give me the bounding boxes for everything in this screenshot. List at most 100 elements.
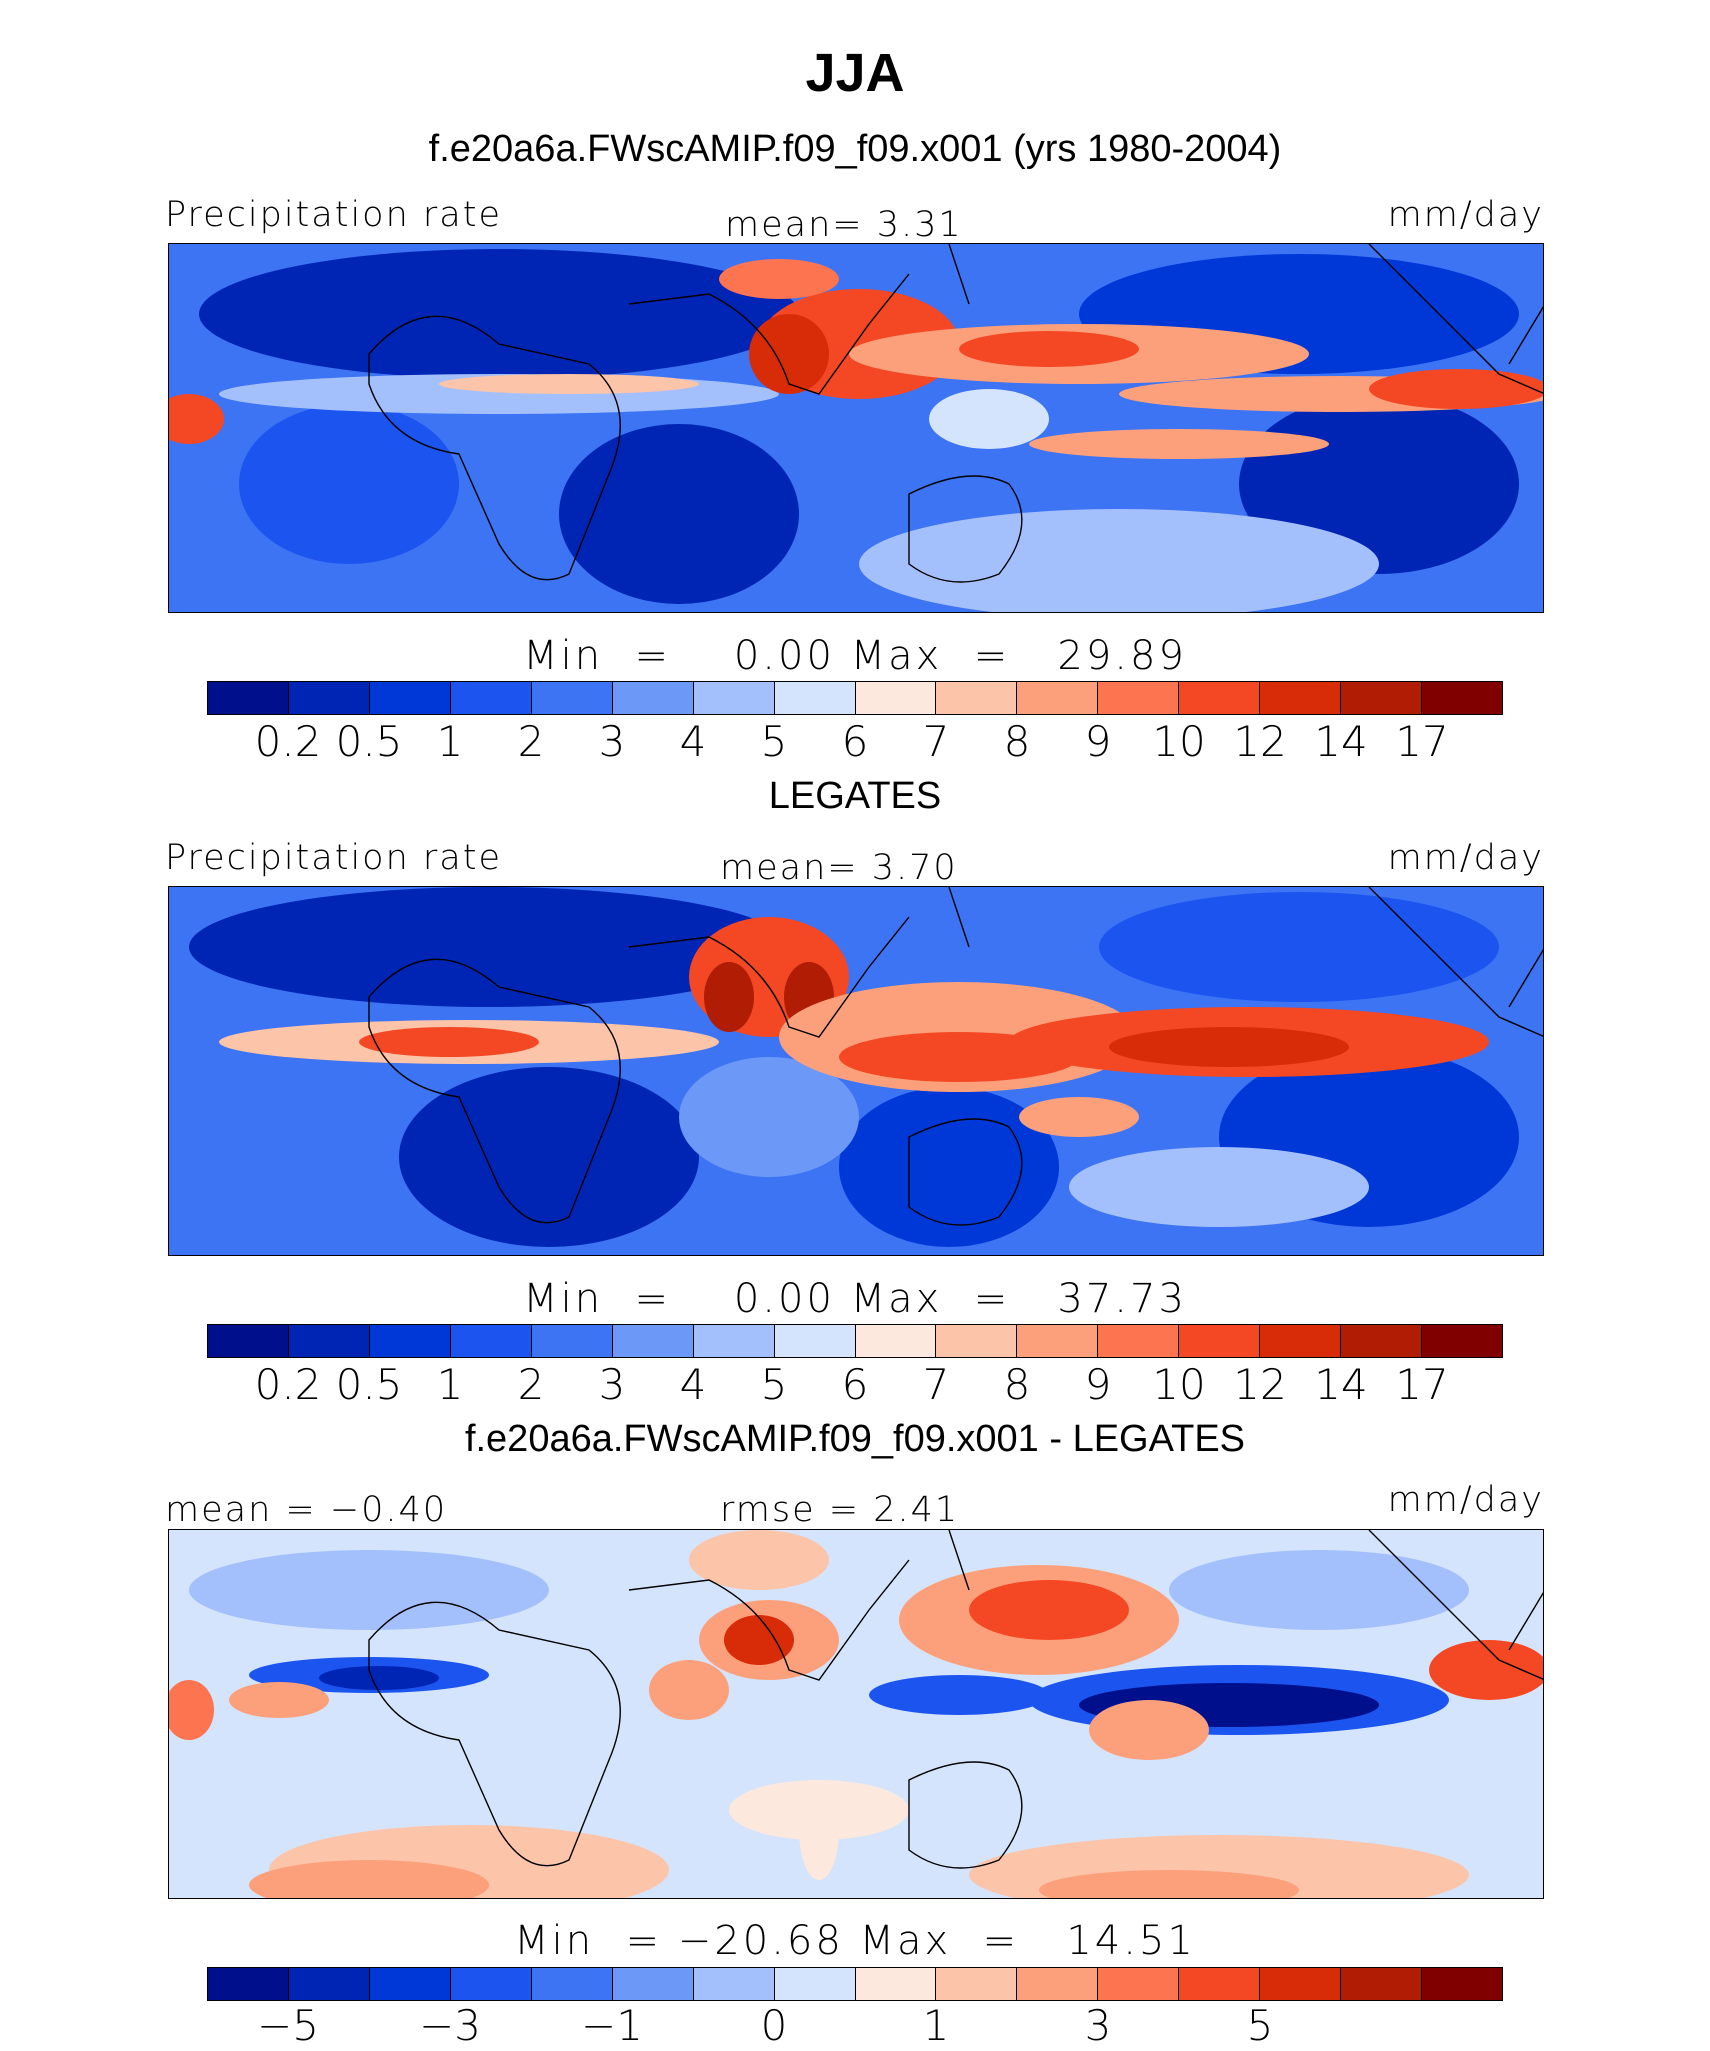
colorbar-3-bin (288, 1968, 370, 2000)
colorbar-3-bin (1341, 1968, 1423, 2000)
colorbar-2-bin (1260, 1325, 1342, 1357)
colorbar-tick-label: 17 (1395, 717, 1449, 766)
panel3-map (168, 1529, 1544, 1899)
colorbar-tick-label: 0.5 (335, 717, 403, 766)
colorbar-1-bin (612, 682, 694, 714)
colorbar-tick-label: 0.2 (254, 1360, 322, 1409)
colorbar-tick-label: 1 (436, 717, 464, 766)
colorbar-2-ticks: 0.2 0.5 1 2 3 4 5 6 7 8 9 10 12 14 17 (207, 1360, 1503, 1410)
panel2-map (168, 886, 1544, 1256)
colorbar-3-bin (1422, 1968, 1502, 2000)
colorbar-tick-label: 9 (1084, 1360, 1112, 1409)
colorbar-3-bin (1098, 1968, 1180, 2000)
colorbar-tick-label: 6 (841, 1360, 869, 1409)
colorbar-3-bin (855, 1968, 937, 2000)
colorbar-tick-label: 1 (922, 2001, 950, 2050)
colorbar-3 (207, 1967, 1503, 2001)
colorbar-tick-label: 5 (1246, 2001, 1274, 2050)
colorbar-3-bin (450, 1968, 532, 2000)
colorbar-1-bin (693, 682, 775, 714)
colorbar-3-bin (774, 1968, 856, 2000)
colorbar-tick-label: 0.2 (254, 717, 322, 766)
colorbar-tick-label: 3 (1084, 2001, 1112, 2050)
colorbar-3-ticks: −5 −3 −1 0 1 3 5 (207, 2001, 1503, 2051)
colorbar-1-bin (1098, 682, 1180, 714)
colorbar-3-bin (612, 1968, 694, 2000)
colorbar-tick-label: 17 (1395, 1360, 1449, 1409)
panel3-units-label: mm/day (1387, 1480, 1544, 1520)
colorbar-tick-label: −3 (419, 2001, 481, 2050)
colorbar-2-bin (369, 1325, 451, 1357)
colorbar-3-bin (1260, 1968, 1342, 2000)
colorbar-tick-label: 8 (1003, 717, 1031, 766)
colorbar-tick-label: 3 (598, 717, 626, 766)
colorbar-tick-label: 6 (841, 717, 869, 766)
panel2-title: LEGATES (768, 775, 942, 817)
colorbar-tick-label: 0.5 (335, 1360, 403, 1409)
colorbar-2 (207, 1324, 1503, 1358)
colorbar-3-bin (369, 1968, 451, 2000)
colorbar-3-bin (1017, 1968, 1099, 2000)
colorbar-tick-label: 10 (1152, 1360, 1206, 1409)
colorbar-tick-label: 10 (1152, 717, 1206, 766)
panel2-variable-label: Precipitation rate (165, 838, 502, 878)
colorbar-3-bin (531, 1968, 613, 2000)
panel1-map (168, 243, 1544, 613)
colorbar-2-bin (1179, 1325, 1261, 1357)
colorbar-tick-label: 5 (760, 1360, 788, 1409)
colorbar-tick-label: 12 (1233, 717, 1287, 766)
colorbar-1-bin (1341, 682, 1423, 714)
panel2-minmax: Min = 0.00 Max = 37.73 (523, 1276, 1187, 1322)
colorbar-3-bin (693, 1968, 775, 2000)
colorbar-tick-label: 4 (679, 717, 707, 766)
panel3-minmax: Min = −20.68 Max = 14.51 (514, 1918, 1196, 1964)
colorbar-1-ticks: 0.2 0.5 1 2 3 4 5 6 7 8 9 10 12 14 17 (207, 717, 1503, 767)
colorbar-2-bin (1422, 1325, 1502, 1357)
colorbar-tick-label: 7 (922, 1360, 950, 1409)
colorbar-2-bin (936, 1325, 1018, 1357)
colorbar-1-bin (1260, 682, 1342, 714)
colorbar-tick-label: 7 (922, 717, 950, 766)
colorbar-tick-label: 3 (598, 1360, 626, 1409)
colorbar-1-bin (1179, 682, 1261, 714)
colorbar-2-bin (208, 1325, 289, 1357)
colorbar-tick-label: 8 (1003, 1360, 1031, 1409)
colorbar-2-bin (288, 1325, 370, 1357)
colorbar-tick-label: 4 (679, 1360, 707, 1409)
colorbar-1-bin (855, 682, 937, 714)
colorbar-3-bin (1179, 1968, 1261, 2000)
panel1-variable-label: Precipitation rate (165, 195, 502, 235)
colorbar-tick-label: −1 (581, 2001, 643, 2050)
colorbar-tick-label: 12 (1233, 1360, 1287, 1409)
colorbar-tick-label: 14 (1314, 1360, 1368, 1409)
panel3-rmse-label: rmse = 2.41 (720, 1490, 960, 1530)
colorbar-tick-label: 5 (760, 717, 788, 766)
panel1-units-label: mm/day (1387, 195, 1544, 235)
colorbar-2-bin (612, 1325, 694, 1357)
panel2-mean-label: mean= 3.70 (720, 848, 958, 888)
panel1-mean-label: mean= 3.31 (725, 205, 963, 245)
colorbar-tick-label: 1 (436, 1360, 464, 1409)
panel3-title: f.e20a6a.FWscAMIP.f09_f09.x001 - LEGATES (464, 1418, 1246, 1460)
colorbar-2-bin (774, 1325, 856, 1357)
colorbar-2-bin (531, 1325, 613, 1357)
colorbar-1-bin (936, 682, 1018, 714)
colorbar-1-bin (531, 682, 613, 714)
colorbar-tick-label: 0 (760, 2001, 788, 2050)
colorbar-2-bin (1098, 1325, 1180, 1357)
colorbar-3-bin (208, 1968, 289, 2000)
colorbar-tick-label: 14 (1314, 717, 1368, 766)
colorbar-1-bin (450, 682, 532, 714)
colorbar-tick-label: −5 (257, 2001, 319, 2050)
colorbar-2-bin (855, 1325, 937, 1357)
colorbar-tick-label: 9 (1084, 717, 1112, 766)
colorbar-2-bin (693, 1325, 775, 1357)
figure-title: JJA (805, 43, 905, 103)
colorbar-tick-label: 2 (517, 717, 545, 766)
figure-subtitle: f.e20a6a.FWscAMIP.f09_f09.x001 (yrs 1980… (428, 128, 1282, 170)
colorbar-3-bin (936, 1968, 1018, 2000)
colorbar-2-bin (1017, 1325, 1099, 1357)
colorbar-tick-label: 2 (517, 1360, 545, 1409)
colorbar-1 (207, 681, 1503, 715)
colorbar-1-bin (369, 682, 451, 714)
